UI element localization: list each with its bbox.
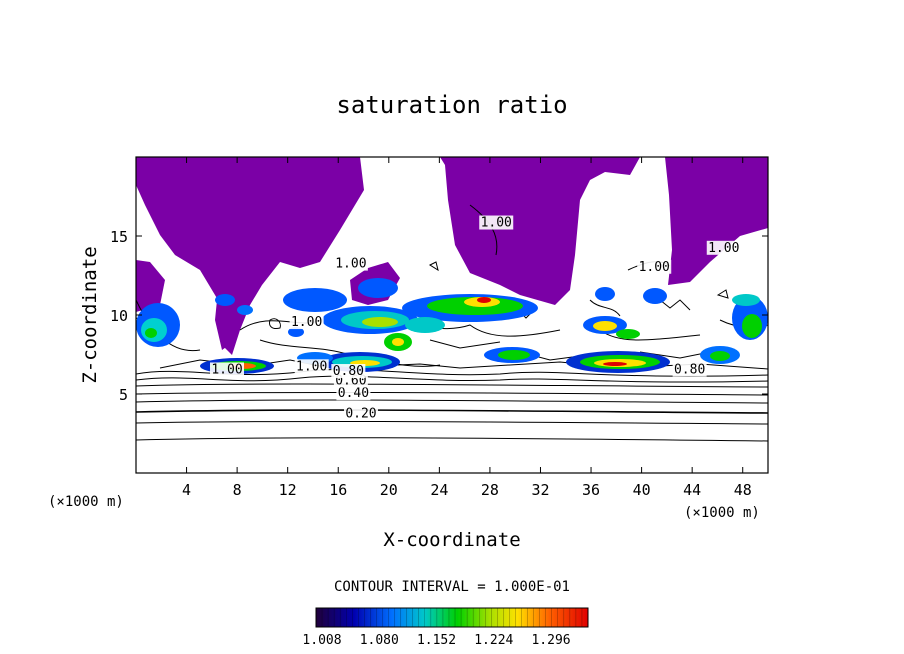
contour-label-bg xyxy=(331,364,366,379)
colorbar-tick-label: 1.296 xyxy=(531,633,570,648)
contour-label-bg xyxy=(210,362,245,377)
contour-label: 1.00 xyxy=(211,362,242,377)
contour-label-bg xyxy=(333,256,368,271)
y-axis-label: Z-coordinate xyxy=(79,246,101,383)
contour-label-bg xyxy=(479,215,514,230)
colorbar-stripes xyxy=(321,608,583,627)
contour-label-bg xyxy=(672,362,707,377)
y-tick-label: 10 xyxy=(110,307,128,325)
colorbar-labels: 1.008 1.080 1.152 1.224 1.296 xyxy=(302,633,570,648)
x-tick-label: 24 xyxy=(430,481,448,499)
contour-label-bg xyxy=(637,259,672,274)
contour-label-bg xyxy=(294,359,329,374)
x-tick-label: 36 xyxy=(582,481,600,499)
contour-label: 1.00 xyxy=(335,257,366,272)
x-tick-label: 40 xyxy=(633,481,651,499)
contour-label: 1.00 xyxy=(481,216,512,231)
contour-label-bg xyxy=(289,315,324,330)
contour-label: 1.00 xyxy=(296,359,327,374)
x-tick-label: 12 xyxy=(279,481,297,499)
x-tick-label: 48 xyxy=(734,481,752,499)
chart-title: saturation ratio xyxy=(336,91,567,119)
colorbar-tick-label: 1.008 xyxy=(302,633,341,648)
contour-interval-text: CONTOUR INTERVAL = 1.000E-01 xyxy=(334,579,570,595)
contour-label: 0.80 xyxy=(674,362,705,377)
colorbar-gradient xyxy=(315,607,589,628)
x-unit-right: (×1000 m) xyxy=(684,505,760,521)
colorbar-tick-label: 1.224 xyxy=(474,633,513,648)
colorbar-tick-label: 1.152 xyxy=(417,633,456,648)
contour-label: 0.80 xyxy=(333,364,364,379)
contour-label-bg xyxy=(343,406,378,421)
x-axis-label: X-coordinate xyxy=(383,529,520,551)
contour-label: 1.00 xyxy=(708,241,739,256)
contour-label-bg xyxy=(336,386,371,401)
x-unit-left: (×1000 m) xyxy=(48,494,124,510)
x-tick-label: 32 xyxy=(531,481,549,499)
y-tick-label: 15 xyxy=(110,228,128,246)
contour-label-bg xyxy=(706,240,741,255)
supersaturated-regions xyxy=(136,157,768,355)
x-tick-label: 44 xyxy=(683,481,701,499)
x-tick-label: 16 xyxy=(329,481,347,499)
colorbar-tick-label: 1.080 xyxy=(360,633,399,648)
y-tick-label: 5 xyxy=(119,386,128,404)
colorbar: 1.008 1.080 1.152 1.224 1.296 xyxy=(302,607,589,648)
contour-label: 1.00 xyxy=(639,260,670,275)
x-tick-label: 8 xyxy=(233,481,242,499)
contour-label: 0.20 xyxy=(345,407,376,422)
x-tick-label: 20 xyxy=(380,481,398,499)
contour-label: 0.40 xyxy=(338,386,369,401)
x-tick-label: 28 xyxy=(481,481,499,499)
contour-label-layer: 0.200.400.600.801.00 1.00 0.801.001.001.00… xyxy=(210,215,741,422)
x-tick-label: 4 xyxy=(182,481,191,499)
contour-label: 1.00 xyxy=(291,315,322,330)
